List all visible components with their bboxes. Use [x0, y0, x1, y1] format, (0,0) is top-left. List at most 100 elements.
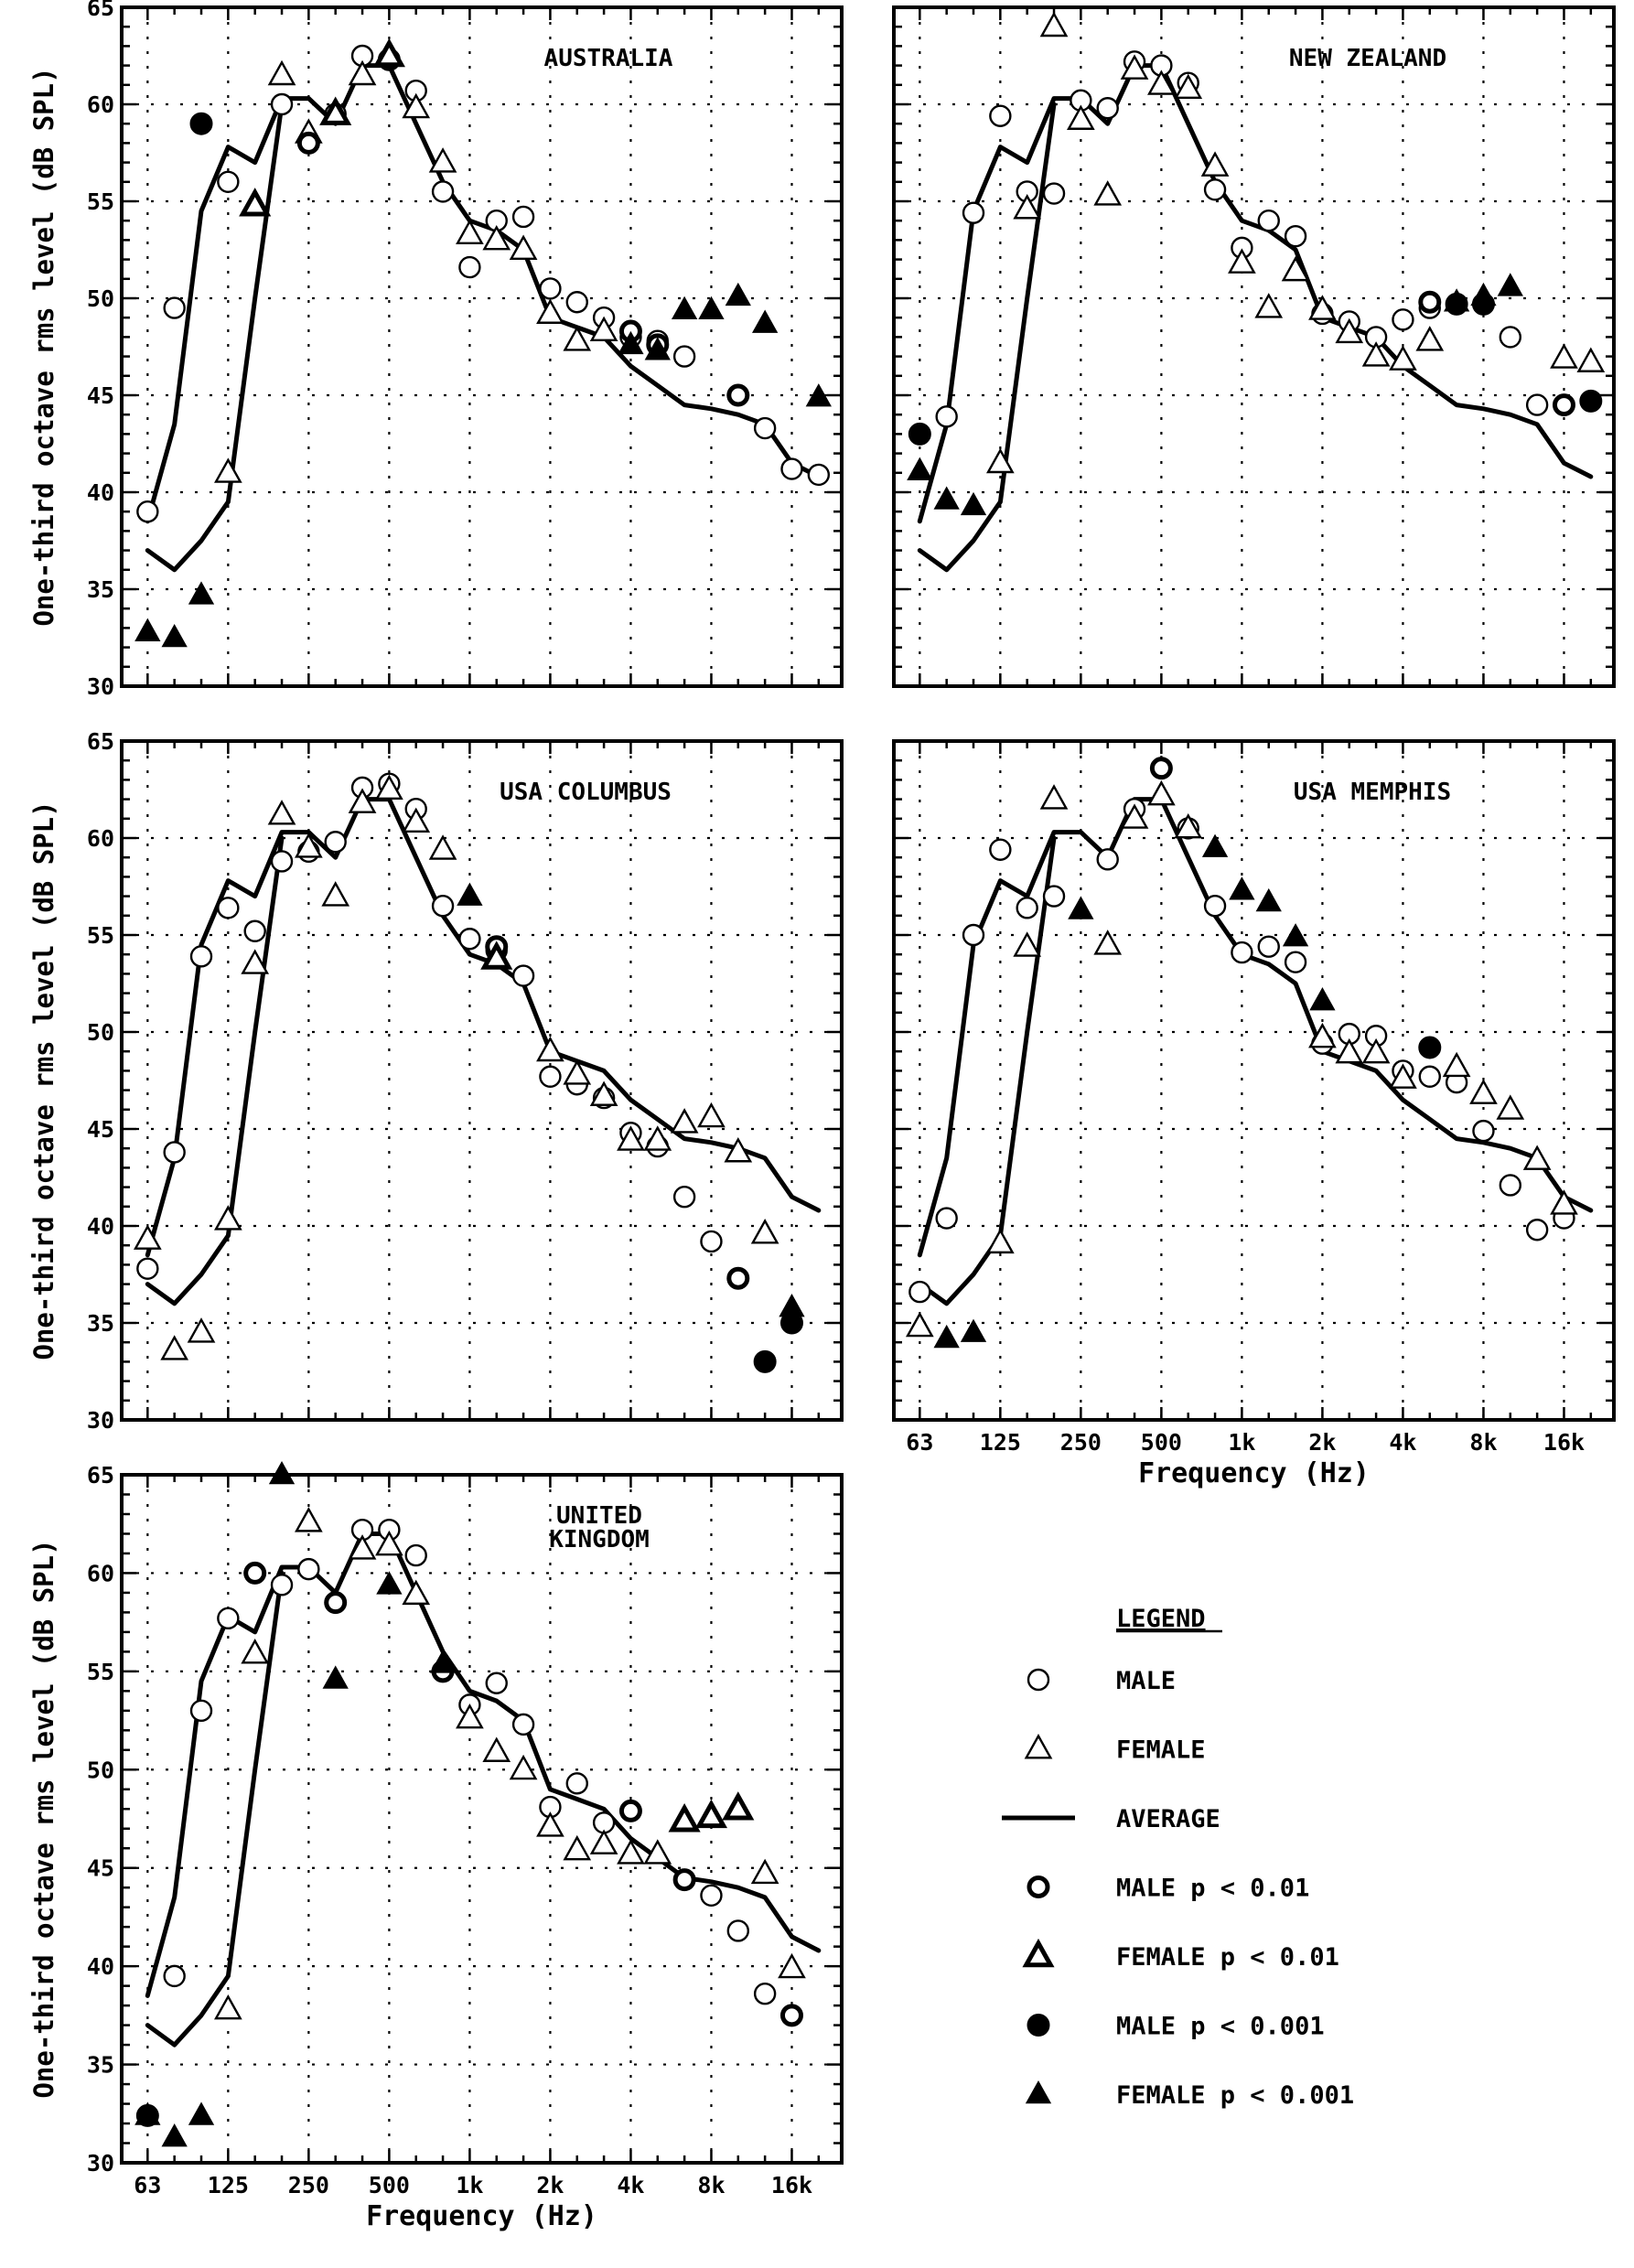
y-tick-label: 60	[87, 1560, 114, 1586]
data-point-triangle-open	[1442, 1051, 1471, 1078]
chart-panel: 30 35 40 45 50 55 60 65 63 125 250 500 1k 2k 4k 8k 16k On…	[28, 1460, 844, 2232]
series-triangle-filled	[457, 882, 805, 1317]
chart-panel: 63 125 250 500 1k 2k 4k 8k 16k Frequency (Hz) USA …	[892, 739, 1616, 1489]
data-point-circle-open	[1203, 178, 1227, 201]
data-point-triangle-open	[1174, 73, 1203, 100]
data-point-circle-open	[1499, 1174, 1521, 1197]
data-point-triangle-filled	[161, 2123, 188, 2147]
data-point-triangle-open	[482, 224, 511, 251]
data-point-circle-open	[404, 1543, 427, 1567]
data-point-triangle-open	[536, 1036, 564, 1062]
plot-frame	[120, 5, 844, 688]
data-point-triangle-open	[1200, 151, 1230, 177]
data-point-circle-open	[1096, 97, 1119, 120]
data-point-circle-open	[324, 831, 347, 854]
legend-marker-triangle-bold	[1022, 1938, 1055, 1968]
x-tick-label: 8k	[697, 2172, 725, 2198]
data-point-triangle-open	[589, 1080, 618, 1106]
grid	[122, 1475, 842, 2163]
data-point-triangle-open	[375, 1530, 403, 1556]
data-point-triangle-open	[617, 1125, 645, 1151]
data-point-circle-open	[1284, 224, 1307, 248]
data-point-circle-open	[1392, 308, 1414, 331]
average-line	[145, 797, 822, 1258]
series-triangle-filled	[134, 282, 832, 648]
data-point-circle-open	[908, 1280, 931, 1304]
data-point-triangle-open	[160, 1335, 189, 1360]
series-line	[917, 797, 1594, 1258]
legend-marker-circle-filled	[1027, 2014, 1050, 2037]
data-point-circle-open	[217, 170, 240, 194]
series-triangle-filled	[907, 273, 1523, 516]
series-circle-open	[908, 798, 1575, 1304]
series-triangle-open	[986, 11, 1606, 474]
data-point-triangle-open	[241, 949, 270, 974]
chart-panel: 30 35 40 45 50 55 60 65 One-third octave rms lev…	[28, 728, 844, 1434]
x-tick-label: 4k	[617, 2172, 644, 2198]
series-circle-filled	[1418, 1036, 1442, 1059]
y-tick-label: 65	[87, 728, 114, 755]
data-point-triangle-open	[1147, 779, 1176, 806]
data-point-triangle-bold	[239, 188, 272, 217]
data-point-circle-open	[807, 463, 831, 487]
data-point-circle-open	[1042, 885, 1066, 908]
x-tick-label: 1k	[456, 2172, 483, 2198]
data-point-triangle-open	[986, 447, 1015, 474]
data-point-triangle-open	[643, 1125, 672, 1151]
data-point-circle-open	[270, 850, 294, 873]
series-line	[145, 1570, 285, 2048]
y-tick-label: 35	[87, 2052, 114, 2079]
data-point-triangle-open	[1335, 1037, 1364, 1064]
data-point-triangle-open	[1335, 317, 1364, 344]
series-triangle-open	[905, 779, 1578, 1338]
data-point-circle-bold	[672, 1868, 696, 1892]
data-point-triangle-open	[428, 147, 457, 173]
data-point-triangle-filled	[188, 2101, 215, 2125]
data-point-triangle-open	[187, 1317, 216, 1343]
data-point-triangle-filled	[1443, 288, 1470, 312]
legend-marker-circle-open	[1027, 1668, 1050, 1692]
data-point-circle-filled	[1418, 1036, 1442, 1059]
data-point-triangle-open	[670, 1108, 699, 1134]
data-point-circle-bold	[243, 1561, 267, 1585]
y-tick-label: 30	[87, 2150, 114, 2177]
data-point-triangle-open	[1174, 812, 1203, 839]
data-point-circle-bold	[1552, 393, 1575, 417]
data-point-triangle-open	[321, 881, 350, 907]
data-point-triangle-open	[724, 1136, 753, 1163]
legend-item: FEMALE	[1024, 1734, 1206, 1765]
data-point-triangle-open	[267, 59, 296, 86]
data-point-triangle-open	[1013, 931, 1042, 957]
x-tick-label: 2k	[1308, 1429, 1336, 1456]
series-line	[145, 102, 285, 573]
data-point-triangle-open	[267, 800, 296, 825]
data-point-triangle-open	[1254, 293, 1284, 318]
data-point-circle-open	[565, 291, 588, 314]
y-axis-label: One-third octave rms level (dB SPL)	[28, 1539, 59, 2098]
data-point-circle-bold	[618, 1799, 642, 1822]
data-point-circle-open	[189, 945, 213, 968]
data-point-triangle-filled	[268, 1460, 296, 1485]
series-triangle-bold	[239, 38, 405, 217]
data-point-circle-open	[700, 1884, 723, 1907]
data-point-triangle-filled	[322, 1665, 349, 1689]
data-point-triangle-open	[402, 92, 431, 119]
series-line	[917, 63, 1594, 524]
data-point-triangle-open	[1120, 54, 1149, 80]
data-point-triangle-open	[1550, 1189, 1578, 1215]
series-circle-bold	[1149, 757, 1173, 780]
data-point-circle-open	[1525, 393, 1549, 416]
data-point-triangle-open	[214, 1994, 242, 2020]
data-point-triangle-open	[1308, 1022, 1337, 1048]
data-point-triangle-filled	[1309, 987, 1336, 1011]
data-point-triangle-open	[1228, 248, 1256, 274]
legend-item: FEMALE p < 0.001	[1025, 2080, 1354, 2110]
data-point-circle-open	[539, 277, 562, 300]
data-point-circle-filled	[753, 1349, 777, 1373]
data-point-triangle-open	[428, 834, 457, 860]
y-tick-label: 50	[87, 1757, 114, 1783]
y-axis-label: One-third octave rms level (dB SPL)	[28, 67, 59, 626]
average-line	[145, 1532, 822, 1998]
data-point-triangle-open	[375, 774, 403, 800]
series-circle-bold	[1418, 290, 1575, 417]
